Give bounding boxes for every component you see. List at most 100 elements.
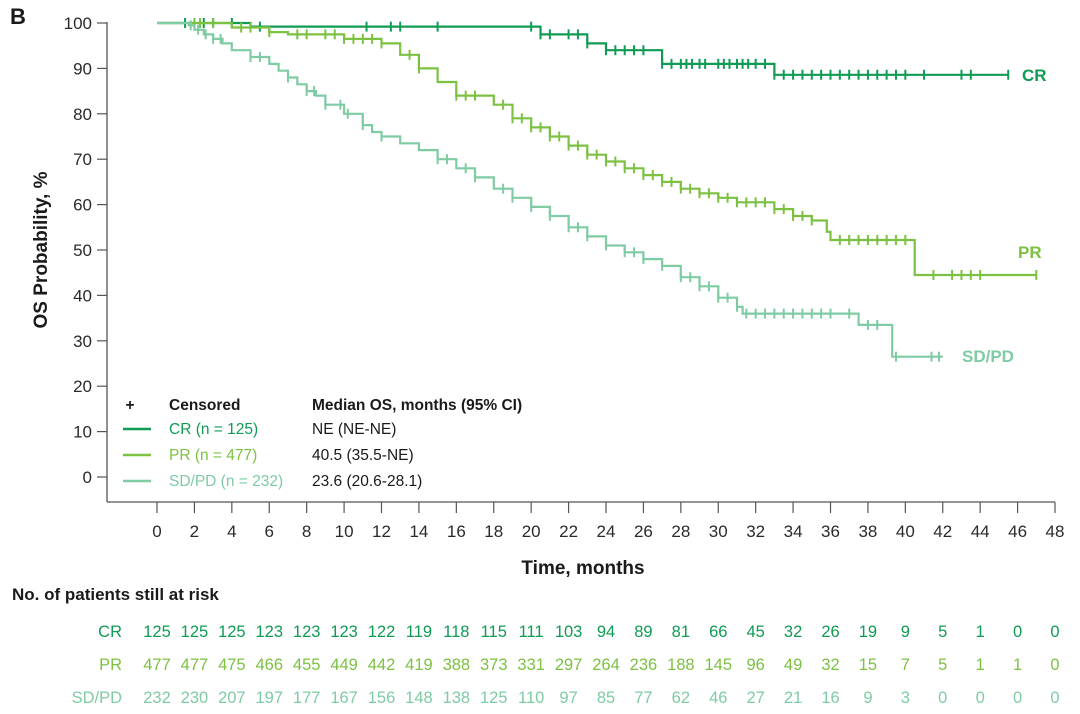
x-tick-label: 2 (190, 522, 199, 541)
survival-line-sdpd (157, 21, 943, 358)
x-tick-label: 26 (634, 522, 653, 541)
x-tick-label: 20 (522, 522, 541, 541)
risk-value: 5 (938, 656, 947, 674)
risk-value: 236 (630, 656, 658, 674)
y-tick-label: 40 (73, 286, 92, 305)
risk-value: 455 (293, 656, 321, 674)
risk-value: 32 (821, 656, 839, 674)
risk-value: 0 (1013, 689, 1022, 707)
x-tick-label: 28 (671, 522, 690, 541)
panel-label: B (10, 4, 26, 29)
x-tick-label: 18 (484, 522, 503, 541)
risk-row-label: CR (98, 623, 122, 641)
x-tick-label: 6 (265, 522, 274, 541)
y-axis-title: OS Probability, % (31, 171, 52, 328)
risk-rows: CR 125 125 125 123 123 123 122 119 118 115 111 103 94… (72, 623, 1060, 707)
risk-row-label: PR (99, 656, 122, 674)
risk-value: 15 (859, 656, 877, 674)
risk-value: 45 (746, 623, 764, 641)
risk-value: 138 (443, 689, 471, 707)
risk-value: 7 (901, 656, 910, 674)
x-tick-label: 42 (933, 522, 952, 541)
censored-label: Censored (169, 397, 241, 414)
legend-rows: CR (n = 125) NE (NE-NE) PR (n = 477) 40.5 (… (123, 421, 422, 490)
end-label-sdpd: SD/PD (962, 347, 1014, 366)
risk-value: 122 (368, 623, 396, 641)
y-tick-label: 10 (73, 423, 92, 442)
y-tick-label: 30 (73, 332, 92, 351)
risk-value: 373 (480, 656, 508, 674)
x-tick-label: 24 (597, 522, 616, 541)
risk-value: 232 (143, 689, 171, 707)
risk-value: 167 (330, 689, 358, 707)
legend-median-sdpd: 23.6 (20.6-28.1) (312, 473, 422, 490)
risk-value: 110 (518, 689, 544, 707)
end-label-pr: PR (1018, 243, 1042, 262)
risk-value: 46 (709, 689, 727, 707)
x-tick-label: 32 (746, 522, 765, 541)
risk-value: 442 (368, 656, 396, 674)
y-tick-label: 20 (73, 377, 92, 396)
survival-curves (157, 18, 1038, 362)
survival-line-cr (157, 21, 1009, 76)
x-tick-label: 16 (447, 522, 466, 541)
x-tick-label: 12 (372, 522, 391, 541)
risk-value: 331 (517, 656, 545, 674)
x-axis-title: Time, months (521, 558, 644, 579)
risk-value: 9 (863, 689, 872, 707)
censored-symbol: + (125, 397, 134, 414)
risk-value: 148 (405, 689, 433, 707)
risk-value: 81 (672, 623, 690, 641)
risk-value: 1 (1013, 656, 1022, 674)
risk-value: 123 (255, 623, 283, 641)
risk-value: 1 (976, 656, 985, 674)
risk-value: 96 (746, 656, 764, 674)
risk-row-cr: CR 125 125 125 123 123 123 122 119 118 115 111 103 94… (98, 623, 1059, 641)
risk-value: 230 (181, 689, 209, 707)
risk-value: 475 (218, 656, 246, 674)
risk-value: 125 (143, 623, 171, 641)
x-tick-label: 38 (858, 522, 877, 541)
legend-label-sdpd: SD/PD (n = 232) (169, 473, 283, 490)
risk-value: 5 (938, 623, 947, 641)
series-pr (157, 18, 1038, 280)
x-tick-label: 40 (896, 522, 915, 541)
x-tick-label: 30 (709, 522, 728, 541)
risk-value: 19 (859, 623, 877, 641)
risk-value: 297 (555, 656, 583, 674)
risk-table-title: No. of patients still at risk (12, 585, 219, 604)
risk-value: 123 (330, 623, 358, 641)
x-tick-label: 4 (227, 522, 236, 541)
legend-label-cr: CR (n = 125) (169, 421, 258, 438)
risk-value: 145 (704, 656, 732, 674)
y-tick-label: 70 (73, 150, 92, 169)
risk-value: 49 (784, 656, 802, 674)
risk-value: 66 (709, 623, 727, 641)
risk-value: 125 (218, 623, 246, 641)
risk-value: 388 (443, 656, 471, 674)
risk-value: 0 (1013, 623, 1022, 641)
y-tick-label: 100 (64, 14, 92, 33)
y-tick-label: 50 (73, 241, 92, 260)
risk-value: 27 (746, 689, 764, 707)
risk-value: 32 (784, 623, 802, 641)
risk-value: 477 (181, 656, 209, 674)
risk-value: 197 (255, 689, 283, 707)
median-os-header: Median OS, months (95% CI) (312, 397, 522, 414)
risk-value: 177 (293, 689, 321, 707)
legend-median-cr: NE (NE-NE) (312, 421, 396, 438)
risk-table: No. of patients still at risk CR 125 125 12… (12, 585, 1060, 707)
risk-value: 89 (634, 623, 652, 641)
risk-value: 1 (976, 623, 985, 641)
risk-value: 97 (559, 689, 577, 707)
risk-value: 119 (406, 623, 432, 641)
y-tick-label: 60 (73, 196, 92, 215)
x-tick-label: 34 (784, 522, 803, 541)
x-axis: 0 2 4 6 8 10 12 14 16 18 20 22 24 26 28 30 32 34 36 38 40 42 4… (107, 501, 1064, 541)
legend-label-pr: PR (n = 477) (169, 447, 257, 464)
risk-value: 123 (293, 623, 321, 641)
risk-value: 0 (1050, 689, 1059, 707)
risk-value: 16 (821, 689, 839, 707)
risk-value: 62 (672, 689, 690, 707)
series-sdpd (157, 20, 943, 362)
